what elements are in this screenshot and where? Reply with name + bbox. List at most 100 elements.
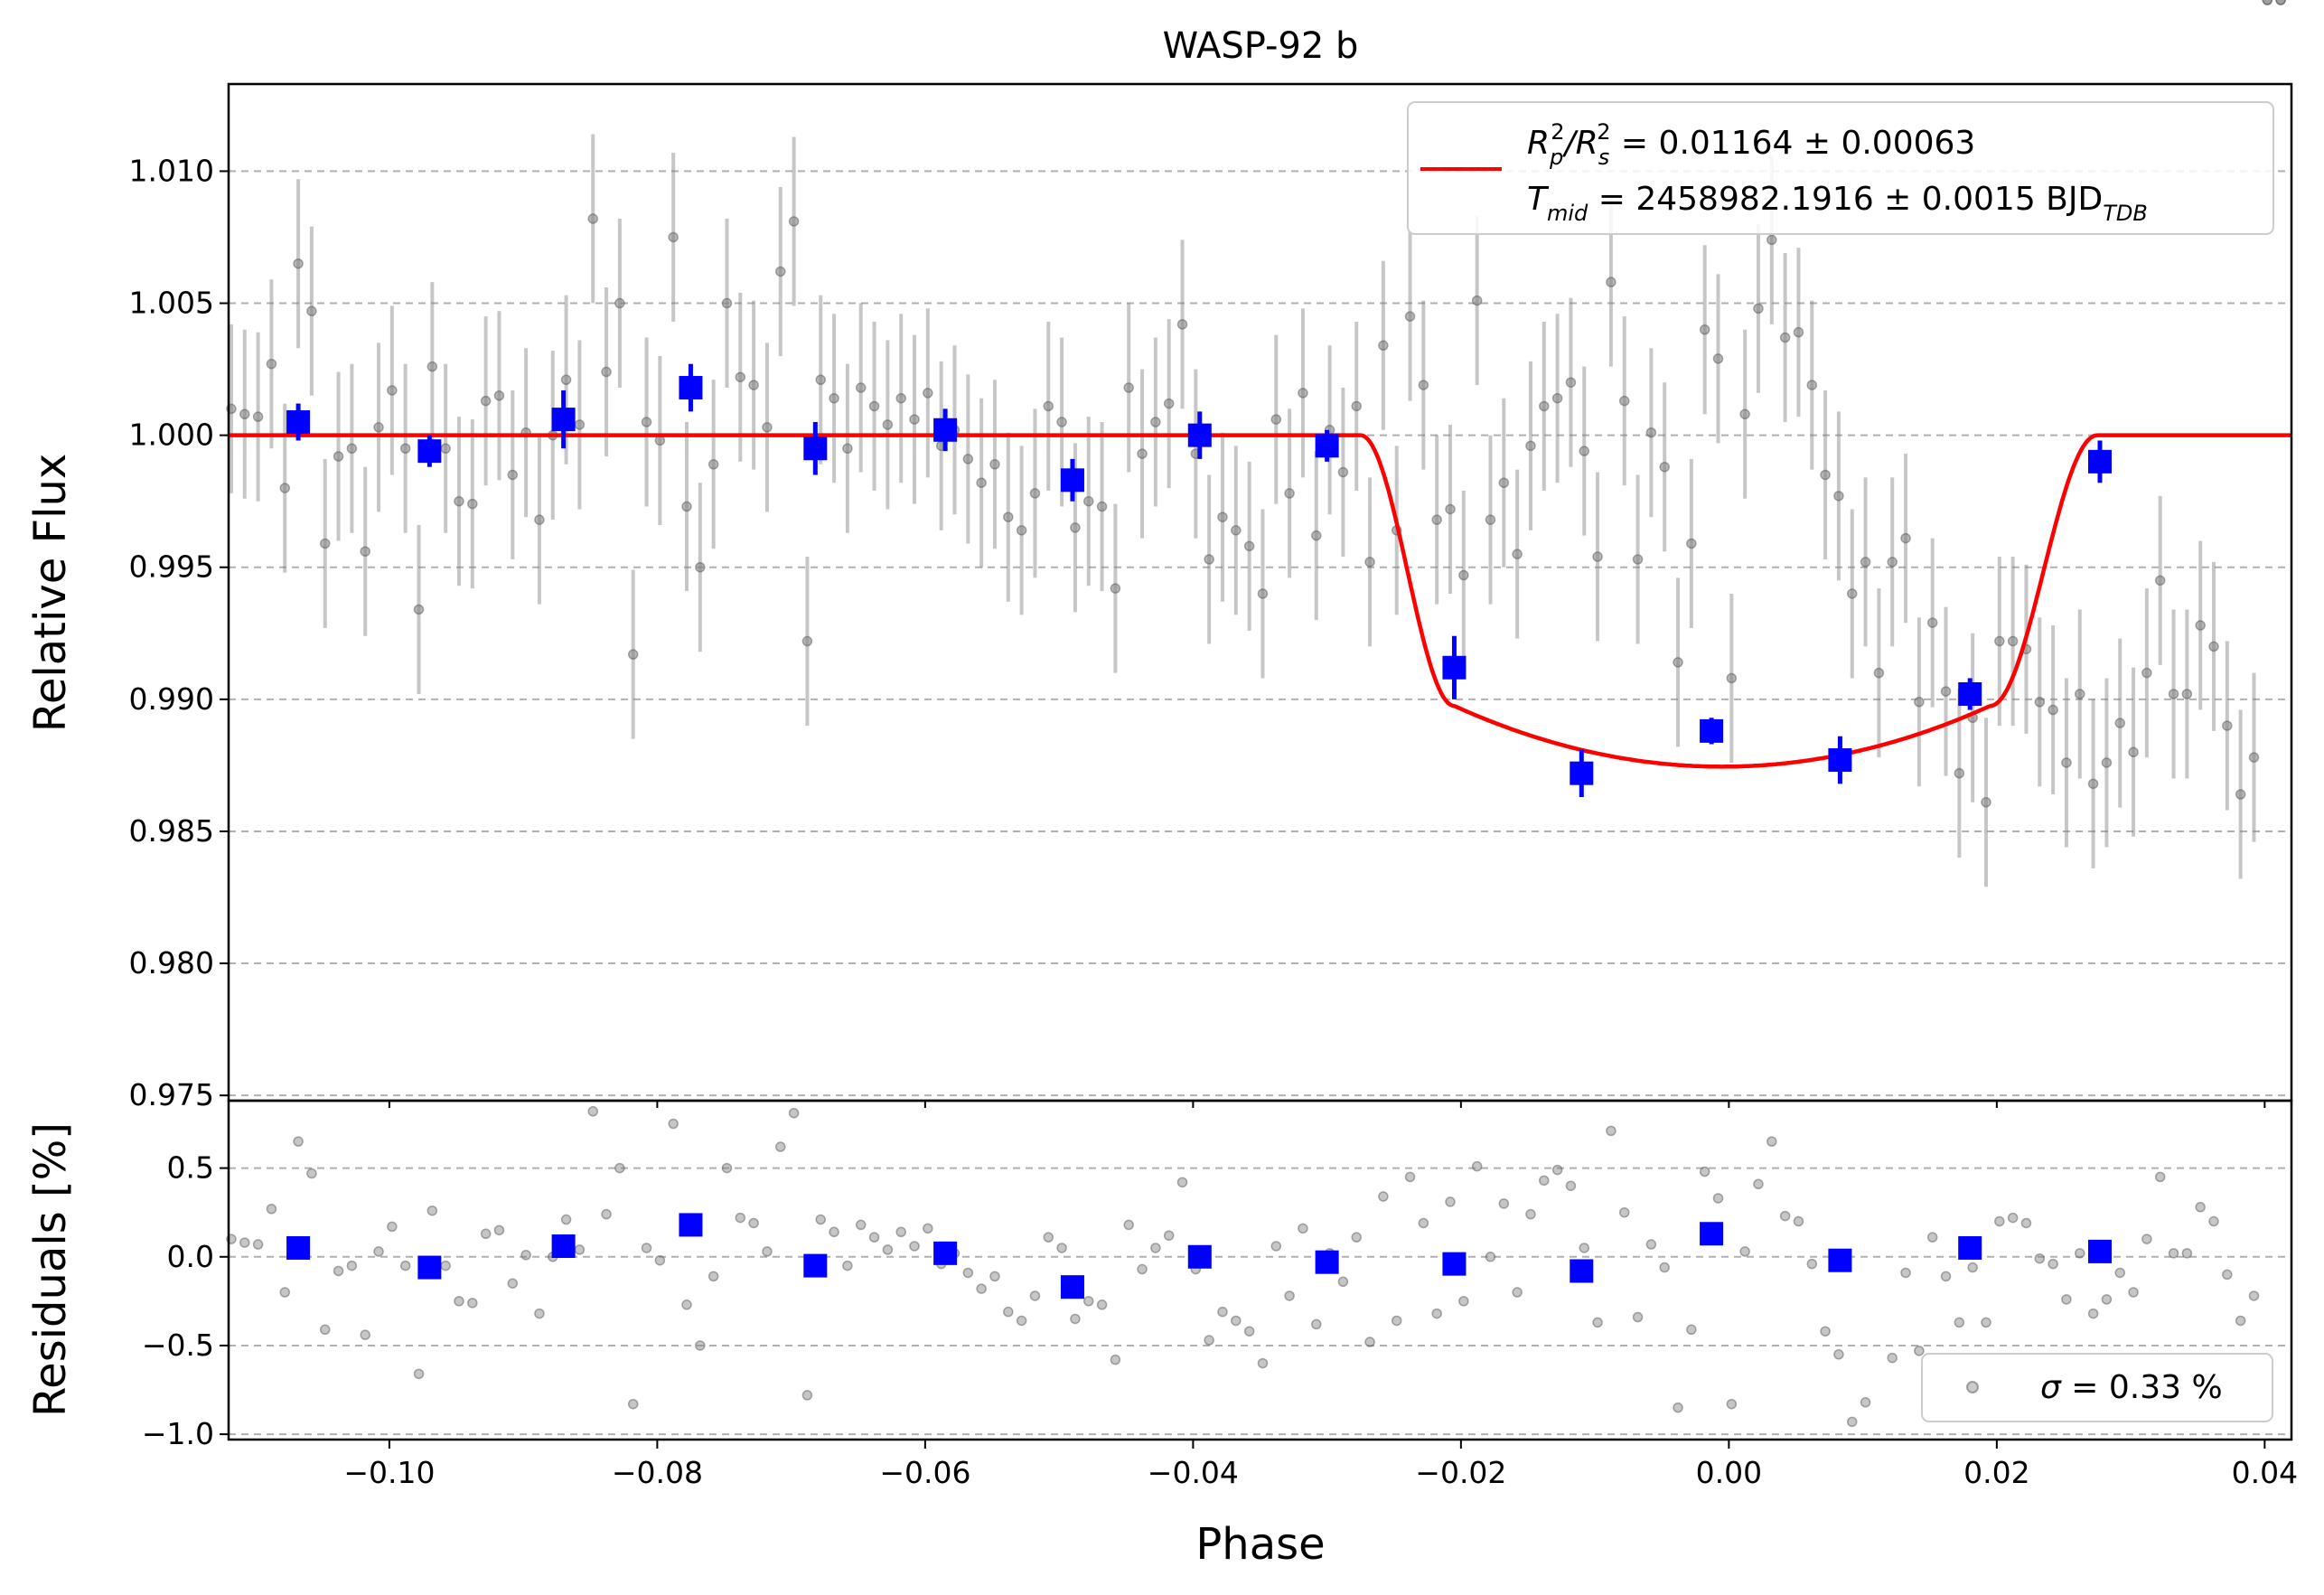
residual-point (1606, 1125, 1616, 1137)
binned-residual (1442, 1252, 1467, 1276)
bottom-legend-box (1921, 1353, 2273, 1422)
residual-point (1418, 1217, 1429, 1229)
residual-point (1485, 1252, 1496, 1262)
residual-point (2262, 0, 2273, 5)
residual-point (1217, 1306, 1228, 1318)
residual-point (1243, 1326, 1255, 1337)
raw-point (748, 380, 759, 390)
residual-point (601, 1208, 612, 1220)
residual-point (1981, 1317, 1991, 1328)
residual-point (1954, 1317, 1965, 1328)
residual-point (1391, 1315, 1402, 1327)
raw-point (2061, 757, 2072, 768)
residual-point (654, 1254, 666, 1266)
raw-point (681, 501, 692, 512)
raw-point (1231, 525, 1242, 536)
residual-point (895, 1226, 906, 1238)
residual-point (748, 1217, 759, 1229)
raw-point (333, 451, 344, 462)
residual-point (1673, 1402, 1683, 1413)
residual-point (1512, 1287, 1523, 1298)
raw-point (1914, 697, 1925, 708)
binned-point (1828, 748, 1852, 773)
residual-point (333, 1265, 344, 1277)
raw-point (1847, 588, 1858, 599)
top-model-curve (229, 433, 2291, 769)
binned-point (2088, 449, 2113, 474)
raw-point (1082, 495, 1094, 507)
residual-point (1298, 1223, 1308, 1234)
raw-point (788, 216, 800, 227)
residual-point (2222, 1269, 2233, 1281)
residual-point (2141, 1234, 2152, 1244)
residual-point (360, 1329, 370, 1340)
binned-point (286, 410, 311, 435)
raw-point (266, 358, 277, 370)
raw-point (1217, 511, 1228, 522)
residual-point (2020, 1217, 2032, 1229)
residual-point (1351, 1232, 1362, 1243)
binned-residual (551, 1234, 576, 1258)
raw-point (1257, 588, 1269, 599)
raw-point (1418, 380, 1429, 390)
top-gridlines (229, 170, 2291, 1097)
raw-point (1096, 501, 1108, 512)
raw-point (1498, 477, 1510, 488)
residual-point (1003, 1306, 1014, 1318)
top-legend-box (1407, 101, 2274, 235)
raw-point (1243, 540, 1255, 552)
binned-point (679, 376, 703, 400)
residual-point (507, 1278, 519, 1289)
raw-point (1150, 417, 1161, 427)
raw-point (1431, 514, 1442, 525)
residual-point (587, 1106, 598, 1117)
bottom-xtick-label: 0.02 (1963, 1455, 2029, 1490)
bottom-raw-points (226, 0, 2286, 1428)
raw-point (1887, 557, 1898, 568)
residual-point (1967, 1262, 1978, 1273)
model-line (229, 433, 2291, 769)
residual-point (614, 1162, 625, 1174)
raw-point (1298, 388, 1308, 399)
raw-point (1739, 408, 1750, 420)
residual-point (641, 1243, 652, 1253)
raw-point (1378, 340, 1389, 352)
residual-point (1940, 1271, 1952, 1282)
raw-point (909, 414, 920, 425)
top-panel: 1.010 1.005 1.000 0.995 0.990 0.985 0.980 0.975… (129, 0, 2293, 1112)
residual-point (668, 1118, 679, 1130)
raw-point (1900, 532, 1911, 544)
raw-point (1766, 234, 1777, 246)
raw-point (293, 258, 304, 269)
raw-point (1176, 319, 1188, 330)
binned-point (1700, 718, 1724, 743)
residual-point (1994, 1215, 2005, 1227)
raw-point (279, 483, 291, 493)
residual-point (493, 1224, 505, 1236)
residual-point (681, 1299, 692, 1310)
bottom-xtick-label: −0.02 (1415, 1455, 1506, 1490)
residual-point (467, 1298, 478, 1309)
residual-point (976, 1283, 987, 1294)
residual-point (252, 1239, 264, 1250)
raw-point (1699, 324, 1710, 335)
residual-point (1378, 1191, 1389, 1202)
raw-point (1337, 466, 1349, 478)
residual-point (1404, 1171, 1416, 1183)
residual-point (1699, 1166, 1710, 1177)
raw-point (1485, 514, 1496, 525)
binned-residual (933, 1241, 958, 1265)
residual-point (306, 1168, 317, 1179)
raw-point (2114, 718, 2125, 728)
residual-point (627, 1398, 639, 1410)
raw-point (829, 392, 839, 404)
residual-point (762, 1246, 773, 1257)
raw-point (923, 388, 933, 399)
residual-point (2048, 1258, 2058, 1270)
raw-point (962, 454, 974, 464)
residual-point (1458, 1296, 1469, 1307)
raw-point (868, 400, 880, 412)
residual-point (1082, 1296, 1094, 1307)
binned-residual (417, 1255, 442, 1280)
